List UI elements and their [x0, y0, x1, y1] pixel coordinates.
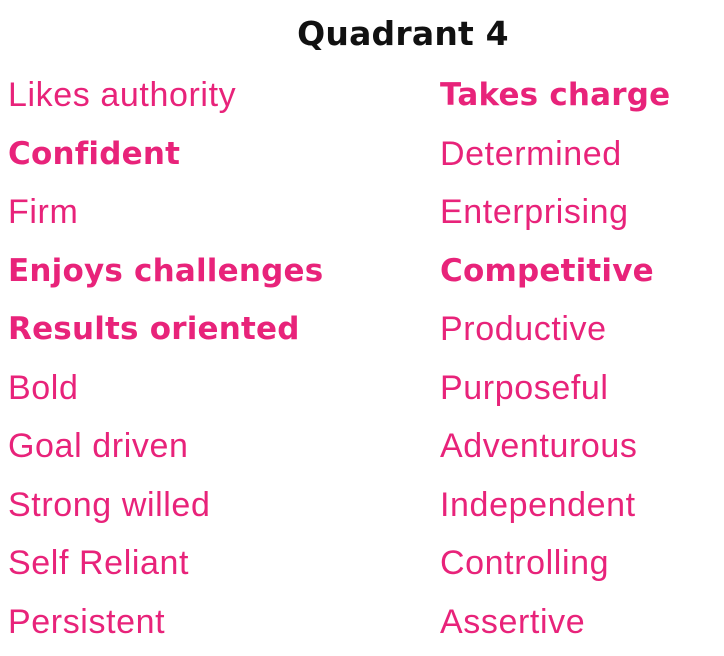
- trait-item: Purposeful: [440, 368, 609, 407]
- trait-item: Likes authority: [8, 76, 237, 114]
- trait-item: Independent: [440, 485, 636, 524]
- trait-item: Controlling: [440, 544, 610, 582]
- trait-item: Competitive: [440, 252, 654, 289]
- trait-item: Confident: [8, 135, 181, 172]
- trait-item: Goal driven: [8, 427, 189, 465]
- trait-item: Firm: [8, 193, 79, 231]
- trait-item: Determined: [440, 134, 622, 173]
- trait-item: Assertive: [440, 602, 586, 641]
- trait-item: Bold: [8, 368, 79, 407]
- right-trait-column: Takes charge Determined Enterprising Com…: [440, 70, 670, 655]
- trait-item: Results oriented: [8, 311, 300, 347]
- page-title: Quadrant 4: [297, 14, 509, 53]
- trait-item: Enterprising: [440, 193, 629, 231]
- left-trait-column: Likes authority Confident Firm Enjoys ch…: [8, 70, 323, 655]
- trait-item: Self Reliant: [8, 544, 190, 582]
- trait-item: Adventurous: [440, 427, 638, 465]
- trait-item: Takes charge: [440, 77, 671, 113]
- trait-item: Productive: [440, 310, 607, 348]
- trait-item: Strong willed: [8, 485, 211, 524]
- trait-item: Persistent: [8, 602, 166, 641]
- trait-item: Enjoys challenges: [8, 252, 324, 289]
